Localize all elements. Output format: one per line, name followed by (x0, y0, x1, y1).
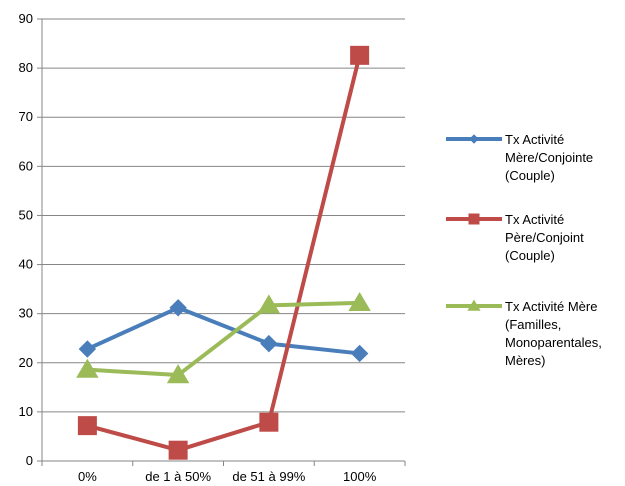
legend-marker (467, 299, 481, 311)
y-tick-label: 20 (19, 355, 33, 370)
data-point (259, 412, 279, 432)
legend-item-2: Tx Activité Père/Conjoint (Couple) (446, 212, 584, 263)
y-tick-label: 50 (19, 207, 33, 222)
legend-label: (Couple) (505, 168, 555, 183)
data-point (77, 416, 97, 436)
series-3 (76, 291, 371, 384)
legend-label: Tx Activité Mère (505, 299, 597, 314)
data-point (260, 334, 278, 353)
y-axis-ticks: 0 10 20 30 40 50 60 70 80 90 (19, 11, 42, 468)
data-point (168, 440, 188, 460)
legend-label: Monoparentales, (505, 335, 602, 350)
series-layer (76, 45, 371, 460)
series-line (85, 305, 362, 356)
y-tick-label: 70 (19, 109, 33, 124)
y-tick-label: 0 (26, 453, 33, 468)
x-tick-label: de 1 à 50% (145, 469, 211, 484)
y-tick-label: 60 (19, 158, 33, 173)
series-2 (77, 45, 370, 460)
series-line (85, 53, 362, 453)
gridlines (42, 18, 405, 413)
legend-label: Tx Activité (505, 132, 564, 147)
legend-label: Père/Conjoint (505, 230, 584, 245)
data-point (78, 340, 97, 358)
data-point (350, 344, 369, 363)
y-tick-label: 90 (19, 11, 33, 26)
legend-label: Mères) (505, 353, 545, 368)
x-tick-label: de 51 à 99% (232, 469, 305, 484)
legend-label: Mère/Conjointe (505, 150, 593, 165)
legend-label: (Couple) (505, 248, 555, 263)
data-point (166, 364, 190, 384)
legend-marker (468, 213, 480, 225)
data-point (348, 291, 371, 312)
data-point (257, 294, 281, 314)
legend-item-1: Tx Activité Mère/Conjointe (Couple) (446, 132, 593, 183)
data-point (169, 299, 187, 317)
legend-label: (Familles, (505, 317, 561, 332)
y-tick-label: 80 (19, 60, 33, 75)
series-1 (78, 299, 369, 363)
data-point (350, 45, 370, 65)
x-axis-ticks: 0% de 1 à 50% de 51 à 99% 100% (41, 461, 406, 484)
legend-marker (469, 134, 479, 144)
y-tick-label: 10 (19, 404, 33, 419)
legend-item-3: Tx Activité Mère (Familles, Monoparentales… (446, 299, 602, 368)
x-tick-label: 100% (343, 469, 377, 484)
y-tick-label: 40 (19, 257, 33, 272)
data-point (76, 358, 99, 378)
y-tick-label: 30 (19, 306, 33, 321)
series-line (85, 300, 362, 378)
legend-label: Tx Activité (505, 212, 564, 227)
x-tick-label: 0% (78, 469, 97, 484)
